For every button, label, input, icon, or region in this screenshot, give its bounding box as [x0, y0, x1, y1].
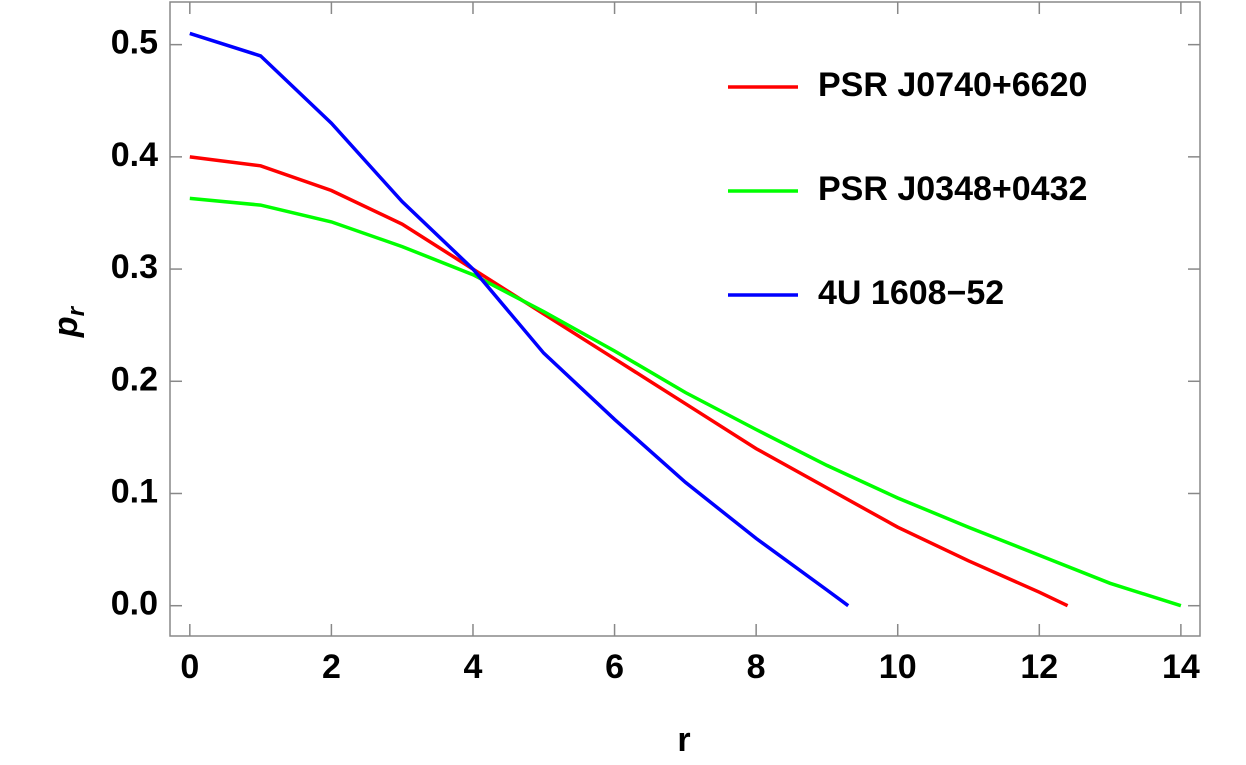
x-tick-label: 10 [879, 648, 917, 686]
legend-label: PSR J0740+6620 [818, 66, 1087, 104]
x-tick-label: 2 [322, 648, 341, 686]
y-axis-label-group: pr [47, 305, 90, 338]
x-tick-label: 4 [464, 648, 483, 686]
series-line [189, 31, 850, 608]
y-tick-label: 0.0 [111, 585, 158, 623]
y-axis-label: pr [47, 305, 90, 338]
x-tick-label: 12 [1020, 648, 1058, 686]
series-line [189, 155, 1069, 608]
y-tick-label: 0.4 [111, 136, 158, 174]
series-line [189, 196, 1182, 608]
y-tick-label: 0.5 [111, 24, 158, 62]
x-tick-label: 0 [180, 648, 199, 686]
legend-label: 4U 1608−52 [818, 274, 1004, 312]
y-tick-label: 0.1 [111, 472, 158, 510]
y-axis-label-subscript: r [63, 305, 90, 316]
plot-frame [169, 1, 1201, 637]
x-tick-label: 8 [747, 648, 766, 686]
x-tick-label: 14 [1162, 648, 1200, 686]
y-tick-label: 0.2 [111, 360, 158, 398]
y-axis-label-main: p [47, 316, 85, 338]
x-axis-label: r [677, 721, 690, 759]
x-tick-label: 6 [605, 648, 624, 686]
legend-label: PSR J0348+0432 [818, 170, 1087, 208]
y-tick-label: 0.3 [111, 248, 158, 286]
